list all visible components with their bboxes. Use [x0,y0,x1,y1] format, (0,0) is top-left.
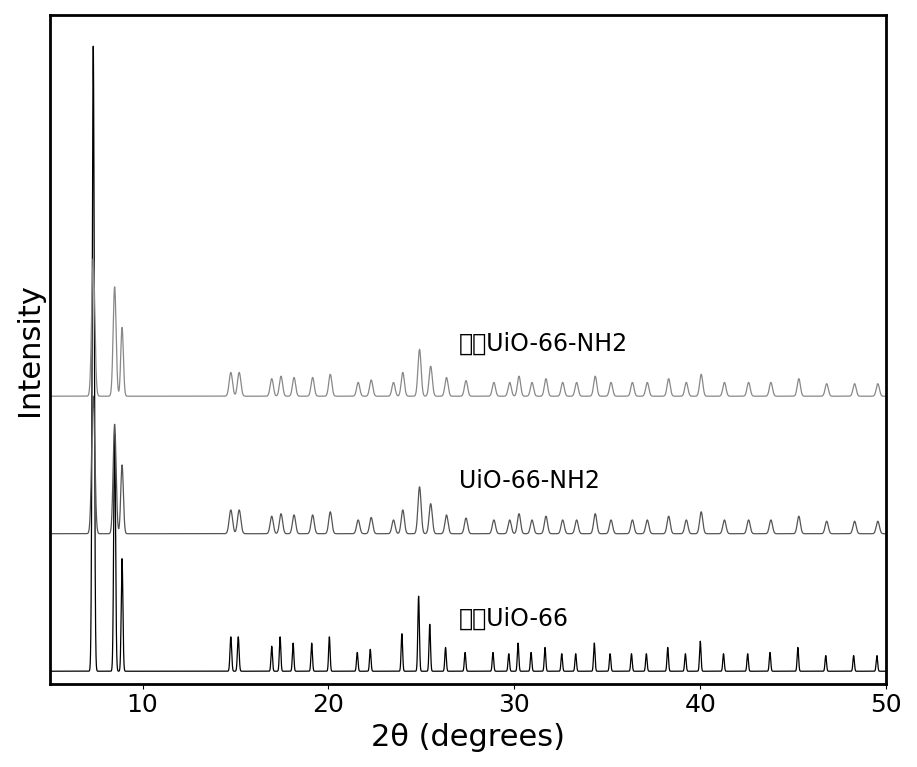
X-axis label: 2θ (degrees): 2θ (degrees) [370,723,565,752]
Text: UiO-66-NH2: UiO-66-NH2 [458,469,600,493]
Text: 改性UiO-66-NH2: 改性UiO-66-NH2 [458,331,628,356]
Text: 模拟UiO-66: 模拟UiO-66 [458,607,569,630]
Y-axis label: Intensity: Intensity [15,283,44,416]
